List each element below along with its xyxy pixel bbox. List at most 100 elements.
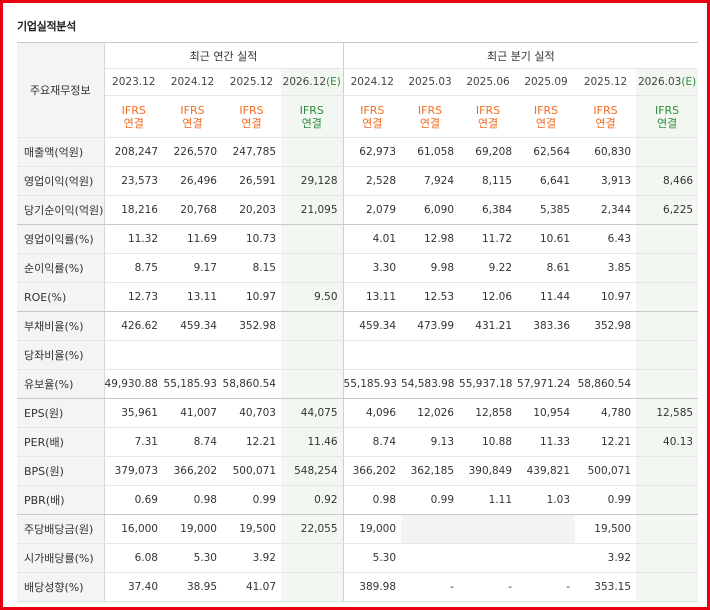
- table-row: 부채비율(%) 426.62 459.34 352.98 459.34 473.99 431…: [17, 311, 699, 341]
- table-cell: [281, 369, 344, 399]
- period-header-1: 2024.12: [163, 68, 222, 96]
- period-header-3: 2026.12(E): [281, 68, 344, 96]
- accounting-line1: IFRS: [239, 103, 264, 117]
- table-row: 당좌비율(%): [17, 340, 699, 370]
- table-cell: 3.92: [222, 543, 281, 573]
- row-label: 당좌비율(%): [17, 340, 105, 370]
- table-cell: 6,641: [517, 166, 576, 196]
- table-cell: 3.92: [575, 543, 637, 573]
- table-cell: 44,075: [281, 398, 344, 428]
- table-cell: 13.11: [343, 282, 402, 312]
- table-cell: [636, 253, 699, 283]
- corner-label: 주요재무정보: [17, 42, 105, 138]
- accounting-line1: IFRS: [593, 103, 618, 117]
- table-cell: 473.99: [401, 311, 460, 341]
- table-cell: 54,583.98: [401, 369, 460, 399]
- table-cell: 362,185: [401, 456, 460, 486]
- table-cell: 37.40: [104, 572, 163, 602]
- table-cell: 548,254: [281, 456, 344, 486]
- accounting-line1: IFRS: [654, 103, 680, 117]
- table-cell: 12,026: [401, 398, 460, 428]
- table-cell: 12.73: [104, 282, 163, 312]
- table-cell: [104, 340, 163, 370]
- table-cell: 12.53: [401, 282, 460, 312]
- table-cell: 55,185.93: [343, 369, 402, 399]
- accounting-line2: 연결: [301, 116, 322, 130]
- table-row: PBR(배) 0.69 0.98 0.99 0.92 0.98 0.99 1.11 1.03 0.…: [17, 485, 699, 515]
- accounting-standard-6: IFRS 연결: [459, 95, 518, 138]
- accounting-line1: IFRS: [121, 103, 146, 117]
- table-cell: 2,528: [343, 166, 402, 196]
- table-row: 유보율(%) 49,930.88 55,185.93 58,860.54 55,185.…: [17, 369, 699, 399]
- row-label: EPS(원): [17, 398, 105, 428]
- table-cell: [343, 340, 402, 370]
- table-cell: 41.07: [222, 572, 281, 602]
- table-cell: 6,225: [636, 195, 699, 225]
- accounting-line2: 연결: [656, 116, 678, 130]
- table-cell: 389.98: [343, 572, 402, 602]
- table-cell: 2,344: [575, 195, 637, 225]
- group-header-row: 주요재무정보 최근 연간 실적 최근 분기 실적: [17, 42, 699, 138]
- period-header-8: 2025.12: [575, 68, 637, 96]
- table-cell: 69,208: [459, 137, 518, 167]
- table-cell: 0.99: [222, 485, 281, 515]
- table-row: PER(배) 7.31 8.74 12.21 11.46 8.74 9.13 10.88 11.…: [17, 427, 699, 457]
- table-cell: 12.21: [575, 427, 637, 457]
- period-label: 2025.03: [408, 76, 452, 88]
- table-cell: 12,858: [459, 398, 518, 428]
- table-cell: [517, 514, 576, 544]
- table-cell: 11.69: [163, 224, 222, 254]
- table-cell: 5,385: [517, 195, 576, 225]
- table-cell: [459, 514, 518, 544]
- table-cell: 40,703: [222, 398, 281, 428]
- table-cell: 426.62: [104, 311, 163, 341]
- table-cell: 8.61: [517, 253, 576, 283]
- table-cell: 353.15: [575, 572, 637, 602]
- table-cell: 10,954: [517, 398, 576, 428]
- period-label: 2023.12: [112, 76, 156, 88]
- row-label: ROE(%): [17, 282, 105, 312]
- table-cell: 0.92: [281, 485, 344, 515]
- table-cell: 9.22: [459, 253, 518, 283]
- table-row: 영업이익률(%) 11.32 11.69 10.73 4.01 12.98 11.72 10.…: [17, 224, 699, 254]
- table-cell: 0.98: [343, 485, 402, 515]
- table-cell: 8.74: [343, 427, 402, 457]
- period-header-4: 2024.12: [343, 68, 402, 96]
- period-label: 2026.12: [282, 76, 327, 88]
- table-cell: 22,055: [281, 514, 344, 544]
- table-row: 매출액(억원) 208,247 226,570 247,785 62,973 61,058…: [17, 137, 699, 167]
- section-title: 기업실적분석: [17, 20, 76, 33]
- table-cell: 8,115: [459, 166, 518, 196]
- table-cell: 11.72: [459, 224, 518, 254]
- table-cell: [517, 340, 576, 370]
- table-row: 배당성향(%) 37.40 38.95 41.07 389.98- - -353.15: [17, 572, 699, 602]
- table-cell: [281, 543, 344, 573]
- table-cell: 352.98: [575, 311, 637, 341]
- period-header-2: 2025.12: [222, 68, 281, 96]
- row-label: 시가배당률(%): [17, 543, 105, 573]
- table-row: ROE(%) 12.73 13.11 10.97 9.50 13.11 12.53 12.06…: [17, 282, 699, 312]
- table-cell: 26,591: [222, 166, 281, 196]
- table-cell: 62,973: [343, 137, 402, 167]
- table-cell: 439,821: [517, 456, 576, 486]
- table-cell: [281, 253, 344, 283]
- table-cell: 12,585: [636, 398, 699, 428]
- table-cell: 6,384: [459, 195, 518, 225]
- table-cell: 500,071: [222, 456, 281, 486]
- table-cell: 13.11: [163, 282, 222, 312]
- accounting-line2: 연결: [123, 116, 144, 130]
- period-label: 2025.12: [583, 76, 628, 88]
- table-cell: [636, 485, 699, 515]
- table-cell: 40.13: [636, 427, 699, 457]
- period-label: 2025.06: [466, 76, 510, 88]
- accounting-header-row: IFRS 연결 IFRS 연결 IFRS 연결 IFRS 연결 IFRS 연결 IFRS 연결 IFRS…: [17, 95, 699, 138]
- table-cell: 5.30: [343, 543, 402, 573]
- accounting-standard-8: IFRS 연결: [575, 95, 637, 138]
- table-cell: 4,096: [343, 398, 402, 428]
- table-cell: [459, 543, 518, 573]
- table-cell: 55,185.93: [163, 369, 222, 399]
- table-cell: [459, 340, 518, 370]
- accounting-line1: IFRS: [417, 103, 443, 117]
- accounting-line2: 연결: [182, 116, 203, 130]
